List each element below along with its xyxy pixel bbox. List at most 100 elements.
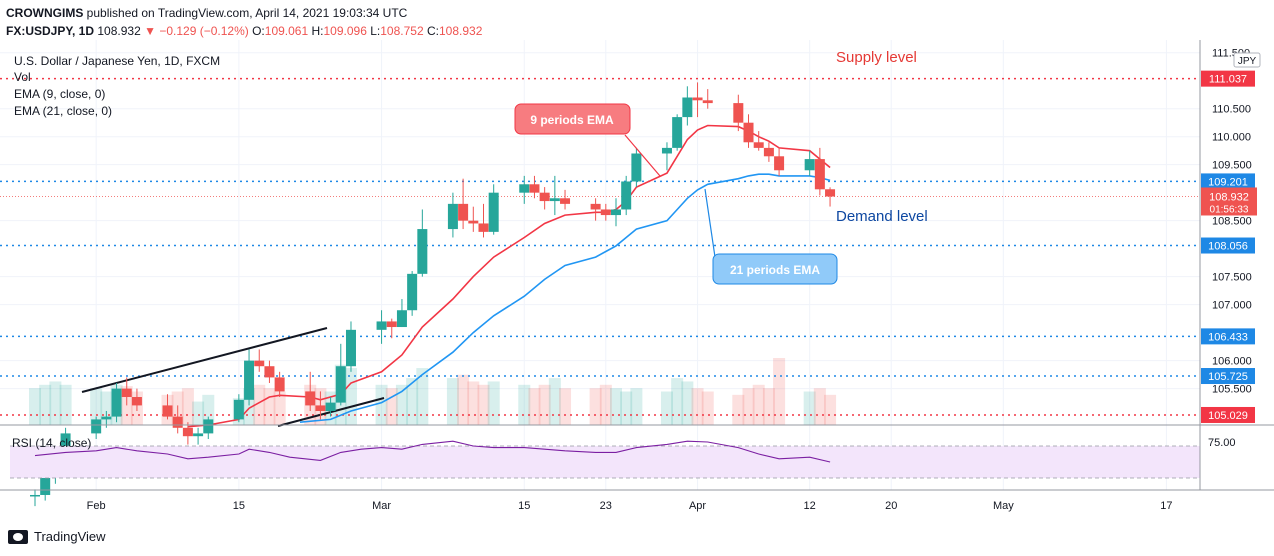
time-tick-label: 20 — [885, 500, 897, 512]
candle — [631, 147, 642, 188]
candle — [488, 184, 499, 235]
candle — [162, 394, 173, 420]
time-tick-label: 12 — [804, 500, 816, 512]
level-tag-bg — [1201, 328, 1255, 345]
volume-bar — [620, 391, 633, 425]
candle — [182, 422, 193, 445]
candle-body — [131, 397, 142, 406]
close-value: 108.932 — [438, 24, 483, 38]
candle — [549, 175, 560, 216]
rsi-axis: 75.00 — [1208, 437, 1236, 449]
candle — [407, 271, 418, 316]
volume-bar — [406, 378, 419, 425]
candle-body — [447, 203, 458, 230]
ema9-callout: 9 periods EMA — [514, 103, 661, 177]
volume-bar — [742, 388, 755, 425]
publish-info: CROWNGIMS published on TradingView.com, … — [6, 6, 407, 20]
candle-body — [172, 416, 183, 428]
candle — [121, 377, 132, 406]
candle-body — [560, 198, 571, 204]
ema21-legend: EMA (21, close, 0) — [14, 104, 112, 118]
publisher-name: CROWNGIMS — [6, 6, 84, 20]
price-tick-label: 106.000 — [1212, 356, 1252, 368]
level-price-tags: 111.037 109.201 108.056 106.433 105.725 105.0… — [1201, 70, 1257, 423]
usdjpy-chart[interactable]: 9 periods EMA 21 periods EMA Supply leve… — [0, 40, 1274, 524]
time-tick-label: 15 — [518, 500, 530, 512]
level-tag: 105.725 — [1201, 368, 1255, 385]
price-tick-label: 109.500 — [1212, 160, 1252, 172]
level-tag-text: 105.725 — [1208, 371, 1248, 383]
open-value: 109.061 — [264, 24, 309, 38]
candle-body — [315, 405, 326, 412]
candle — [611, 198, 621, 227]
price-tick-label: 108.500 — [1212, 216, 1252, 228]
candle-body — [774, 156, 785, 171]
candlesticks — [30, 82, 836, 507]
candle-body — [733, 103, 744, 123]
candle-body — [386, 321, 397, 328]
volume-bar — [559, 388, 572, 425]
price-axis[interactable]: 111.500110.500110.000109.500108.500107.5… — [1212, 48, 1252, 396]
volume-bar — [416, 368, 429, 425]
candle — [91, 416, 102, 439]
candle — [743, 114, 754, 148]
volume-bar — [273, 391, 286, 425]
candle — [763, 142, 774, 162]
candle-body — [753, 142, 764, 148]
candle-body — [407, 273, 418, 311]
last-price: 108.932 — [97, 24, 141, 38]
time-tick-label: Apr — [689, 500, 706, 512]
candle-body — [244, 360, 255, 400]
candle — [560, 189, 571, 210]
level-tag-bg — [1201, 173, 1255, 190]
candle — [692, 82, 703, 118]
volume-bar — [253, 384, 266, 425]
volume-bar — [589, 388, 602, 425]
time-axis[interactable]: Feb 15 Mar 15 23 Apr 12 20 May 17 — [87, 500, 1173, 512]
tradingview-brand: TradingView — [34, 529, 106, 544]
candle-body — [672, 117, 683, 148]
ema9-legend: EMA (9, close, 0) — [14, 87, 105, 101]
candle-body — [600, 209, 611, 216]
candle-body — [162, 405, 173, 417]
price-tick-label: 107.500 — [1212, 272, 1252, 284]
close-label: C: — [426, 24, 439, 38]
time-tick-label: 15 — [233, 500, 245, 512]
ema9-callout-text: 9 periods EMA — [530, 113, 614, 127]
change-arrow-icon: ▼ — [144, 24, 156, 38]
tradingview-logo[interactable]: TradingView — [8, 529, 106, 544]
candle-body — [468, 220, 479, 224]
level-tag-text: 109.201 — [1208, 176, 1248, 188]
candle — [325, 397, 336, 417]
level-tag-text: 108.056 — [1208, 241, 1248, 253]
candle — [529, 175, 540, 199]
candle — [30, 489, 40, 507]
volume-bar — [59, 384, 72, 425]
candle-body — [376, 321, 387, 330]
candle-body — [488, 192, 499, 232]
currency-badge: JPY — [1233, 52, 1261, 68]
candle-body — [233, 399, 244, 420]
upper-trend-line — [81, 327, 328, 393]
level-tag: 106.433 — [1201, 328, 1255, 345]
level-tag-bg — [1201, 406, 1255, 423]
volume-bar — [599, 384, 612, 425]
candle-body — [264, 366, 275, 378]
supply-level-label: Supply level — [836, 49, 917, 66]
demand-level-label: Demand level — [836, 208, 928, 225]
volume-bar — [803, 391, 816, 425]
volume-legend: Vol — [14, 70, 31, 84]
candle-body — [203, 419, 214, 434]
candle — [814, 147, 825, 196]
candle-body — [692, 97, 703, 101]
low-label: L: — [370, 24, 381, 38]
level-tag-text: 111.037 — [1209, 74, 1247, 86]
price-tick-label: 110.000 — [1212, 132, 1251, 144]
candle — [305, 371, 316, 412]
candle-body — [40, 472, 51, 495]
candle-body — [193, 433, 204, 437]
candle — [244, 349, 255, 406]
candle-body — [539, 192, 550, 202]
candle-body — [682, 97, 693, 118]
volume-bar — [518, 384, 531, 425]
